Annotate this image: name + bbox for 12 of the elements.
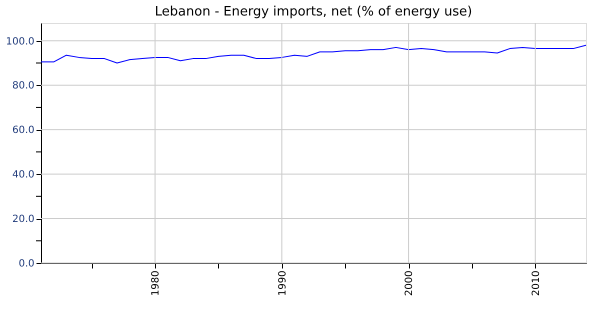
line-series — [40, 44, 586, 64]
x-tick-label: 2010 — [530, 270, 542, 296]
y-tick-label: 20.0 — [12, 214, 34, 226]
y-tick-label: 40.0 — [12, 170, 34, 181]
y-tick-label: 60.0 — [12, 125, 34, 136]
x-tick-label: 1990 — [277, 270, 288, 296]
y-tick-label: 100.0 — [6, 36, 34, 48]
y-tick-label: 0.0 — [18, 258, 34, 270]
x-tick-label: 2000 — [404, 270, 416, 296]
y-tick-label: 80.0 — [12, 80, 34, 92]
chart-title: Lebanon - Energy imports, net (% of energy use) — [154, 4, 472, 20]
x-tick-label: 1980 — [150, 270, 162, 296]
